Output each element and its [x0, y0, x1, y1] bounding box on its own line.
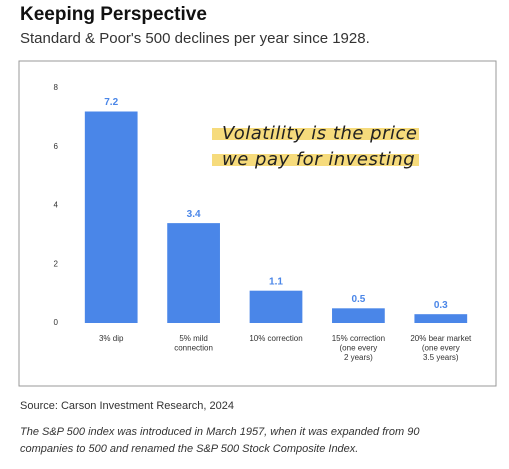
bar [249, 290, 303, 323]
x-tick-label: 3% dip [99, 334, 124, 343]
y-tick-label: 2 [54, 259, 59, 268]
y-tick-label: 8 [54, 83, 59, 92]
bar [414, 314, 468, 323]
y-tick-label: 4 [54, 201, 59, 210]
chart-title: Keeping Perspective [20, 4, 207, 25]
bar [84, 111, 138, 323]
highlight [212, 128, 419, 140]
y-tick-label: 6 [54, 142, 59, 151]
chart-subtitle: Standard & Poor's 500 declines per year … [20, 30, 370, 47]
chart-frame [18, 60, 497, 387]
data-label: 0.5 [351, 294, 365, 305]
data-label: 3.4 [187, 209, 201, 220]
data-label: 0.3 [434, 300, 448, 311]
annotation: we pay for investing [222, 149, 415, 170]
highlight [212, 154, 419, 166]
x-tick-label: 15% correction (one every 2 years) [332, 334, 385, 362]
data-label: 7.2 [104, 97, 118, 108]
x-tick-label: 5% mild connection [174, 334, 213, 353]
annotation: Volatility is the price [222, 123, 417, 144]
footnote: The S&P 500 index was introduced in Marc… [20, 426, 420, 455]
bar [332, 308, 385, 323]
x-tick-label: 20% bear market (one every 3.5 years) [410, 334, 472, 362]
x-tick-label: 10% correction [249, 334, 302, 343]
bar [167, 223, 220, 323]
data-label: 1.1 [269, 276, 283, 287]
y-tick-label: 0 [54, 318, 59, 327]
source: Source: Carson Investment Research, 2024 [20, 400, 234, 412]
